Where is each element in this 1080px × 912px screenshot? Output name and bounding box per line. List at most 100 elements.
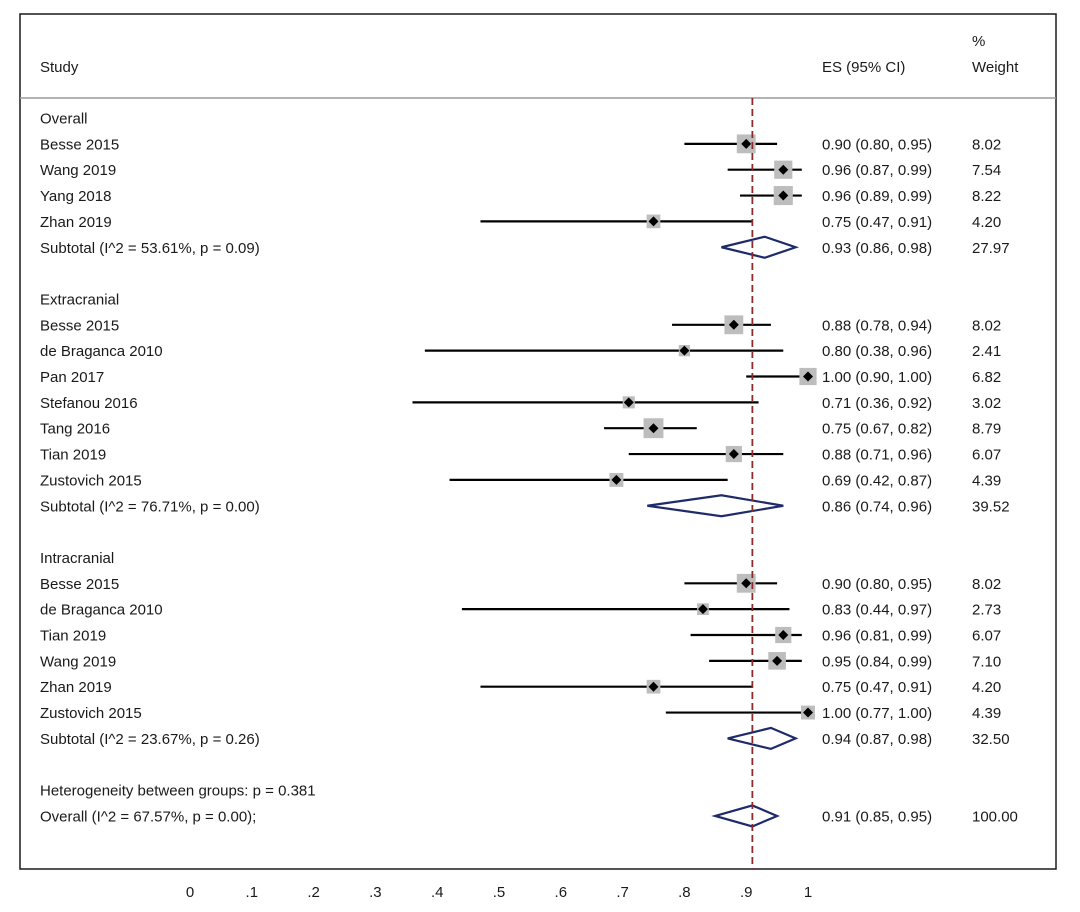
weight-text: 3.02 (972, 395, 1001, 412)
subtotal-diamond (647, 494, 784, 518)
point-estimate (697, 604, 708, 615)
ci-text: 0.88 (0.71, 0.96) (822, 447, 932, 464)
ci-text: 0.90 (0.80, 0.95) (822, 576, 932, 593)
subtotal-label: Subtotal (I^2 = 76.71%, p = 0.00) (40, 498, 260, 515)
point-estimate (778, 190, 789, 201)
study-label: Wang 2019 (40, 162, 116, 179)
subtotal-diamond (721, 235, 800, 259)
x-tick-label: .5 (493, 884, 506, 901)
study-rows: Overall Besse 2015 0.90 (0.80, 0.95) 8.02 Wa… (40, 111, 1018, 828)
point-estimate (741, 138, 752, 149)
x-tick-label: .6 (555, 884, 568, 901)
header-study: Study (40, 59, 79, 76)
point-estimate (648, 681, 659, 692)
study-label: Zustovich 2015 (40, 705, 142, 722)
study-label: Wang 2019 (40, 653, 116, 670)
subtotal-label: Subtotal (I^2 = 23.67%, p = 0.26) (40, 731, 260, 748)
ci-text: 0.93 (0.86, 0.98) (822, 240, 932, 257)
weight-text: 4.20 (972, 679, 1001, 696)
ci-text: 0.69 (0.42, 0.87) (822, 472, 932, 489)
weight-text: 6.82 (972, 369, 1001, 386)
point-estimate (778, 164, 789, 175)
weight-text: 6.07 (972, 628, 1001, 645)
point-estimate (623, 397, 634, 408)
weight-text: 4.39 (972, 705, 1001, 722)
x-tick-label: .1 (246, 884, 259, 901)
point-estimate (611, 474, 622, 485)
ci-text: 0.71 (0.36, 0.92) (822, 395, 932, 412)
weight-text: 8.02 (972, 317, 1001, 334)
point-estimate (803, 707, 813, 718)
study-label: Tang 2016 (40, 421, 110, 438)
group-heading: Extracranial (40, 291, 119, 308)
point-estimate (803, 371, 813, 382)
ci-text: 0.96 (0.81, 0.99) (822, 628, 932, 645)
study-label: Zhan 2019 (40, 214, 112, 231)
weight-text: 8.02 (972, 576, 1001, 593)
heterogeneity-text: Heterogeneity between groups: p = 0.381 (40, 783, 316, 800)
ci-text: 0.95 (0.84, 0.99) (822, 653, 932, 670)
x-tick-label: .7 (616, 884, 629, 901)
plot-frame (19, 13, 1057, 870)
subtotal-label: Subtotal (I^2 = 53.61%, p = 0.09) (40, 240, 260, 257)
weight-text: 4.39 (972, 472, 1001, 489)
study-label: de Braganca 2010 (40, 602, 163, 619)
study-label: Tian 2019 (40, 628, 106, 645)
ci-text: 0.88 (0.78, 0.94) (822, 317, 932, 334)
x-tick-label: 1 (804, 884, 812, 901)
x-tick-label: .3 (369, 884, 382, 901)
header-weight-percent: % (972, 33, 985, 50)
overall-diamond (711, 804, 780, 828)
ci-text: 0.75 (0.67, 0.82) (822, 421, 932, 438)
point-estimate (741, 578, 752, 589)
weight-text: 4.20 (972, 214, 1001, 231)
header-weight: Weight (972, 59, 1019, 76)
weight-text: 2.41 (972, 343, 1001, 360)
ci-text: 0.94 (0.87, 0.98) (822, 731, 932, 748)
ci-text: 0.96 (0.87, 0.99) (822, 162, 932, 179)
point-estimate (648, 216, 659, 227)
ci-text: 0.91 (0.85, 0.95) (822, 808, 932, 825)
x-tick-label: .4 (431, 884, 444, 901)
x-tick-label: 0 (186, 884, 194, 901)
study-label: de Braganca 2010 (40, 343, 163, 360)
ci-text: 0.83 (0.44, 0.97) (822, 602, 932, 619)
weight-text: 7.10 (972, 653, 1001, 670)
study-label: Tian 2019 (40, 447, 106, 464)
ci-text: 0.75 (0.47, 0.91) (822, 679, 932, 696)
header-es: ES (95% CI) (822, 59, 905, 76)
study-label: Zhan 2019 (40, 679, 112, 696)
x-axis: 0 .1 .2 .3 .4 .5 .6 .7 .8 .9 1 (186, 884, 812, 901)
ci-text: 0.75 (0.47, 0.91) (822, 214, 932, 231)
study-label: Besse 2015 (40, 317, 119, 334)
weight-text: 32.50 (972, 731, 1010, 748)
x-tick-label: .8 (678, 884, 691, 901)
weight-text: 8.02 (972, 136, 1001, 153)
weight-text: 6.07 (972, 447, 1001, 464)
weight-text: 2.73 (972, 602, 1001, 619)
point-estimate (728, 449, 739, 460)
point-estimate (778, 630, 789, 640)
group-heading: Overall (40, 111, 88, 128)
point-estimate (679, 345, 690, 356)
ci-text: 0.80 (0.38, 0.96) (822, 343, 932, 360)
ci-text: 0.86 (0.74, 0.96) (822, 498, 932, 515)
study-label: Stefanou 2016 (40, 395, 138, 412)
weight-text: 27.97 (972, 240, 1010, 257)
weight-text: 100.00 (972, 808, 1018, 825)
x-tick-label: .9 (740, 884, 753, 901)
weight-text: 8.79 (972, 421, 1001, 438)
study-label: Zustovich 2015 (40, 472, 142, 489)
group-heading: Intracranial (40, 550, 114, 567)
ci-text: 0.96 (0.89, 0.99) (822, 188, 932, 205)
point-estimate (728, 319, 739, 330)
weight-text: 39.52 (972, 498, 1010, 515)
study-label: Besse 2015 (40, 576, 119, 593)
ci-text: 1.00 (0.90, 1.00) (822, 369, 932, 386)
study-label: Pan 2017 (40, 369, 104, 386)
ci-text: 0.90 (0.80, 0.95) (822, 136, 932, 153)
weight-text: 7.54 (972, 162, 1001, 179)
overall-label: Overall (I^2 = 67.57%, p = 0.00); (40, 808, 256, 825)
x-tick-label: .2 (307, 884, 320, 901)
